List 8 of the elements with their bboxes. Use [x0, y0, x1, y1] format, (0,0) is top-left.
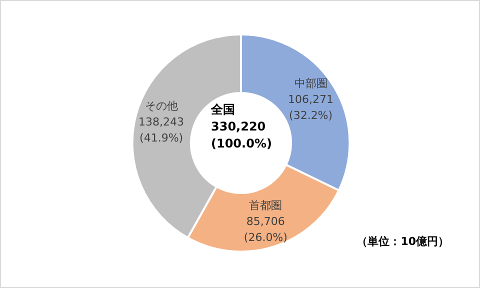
slice-label: 中部圏: [294, 76, 328, 90]
data-label: 106,271 (32.2%): [288, 92, 334, 122]
slice-label: 首都圏: [249, 199, 282, 212]
slice-label: その他: [144, 100, 178, 113]
text: （単位：10億円）: [356, 235, 450, 248]
data-label: 138,243 (41.9%): [138, 116, 184, 145]
text: 全国 330,220 (100.0%): [210, 102, 272, 150]
data-label: 85,706 (26.0%): [244, 215, 288, 244]
